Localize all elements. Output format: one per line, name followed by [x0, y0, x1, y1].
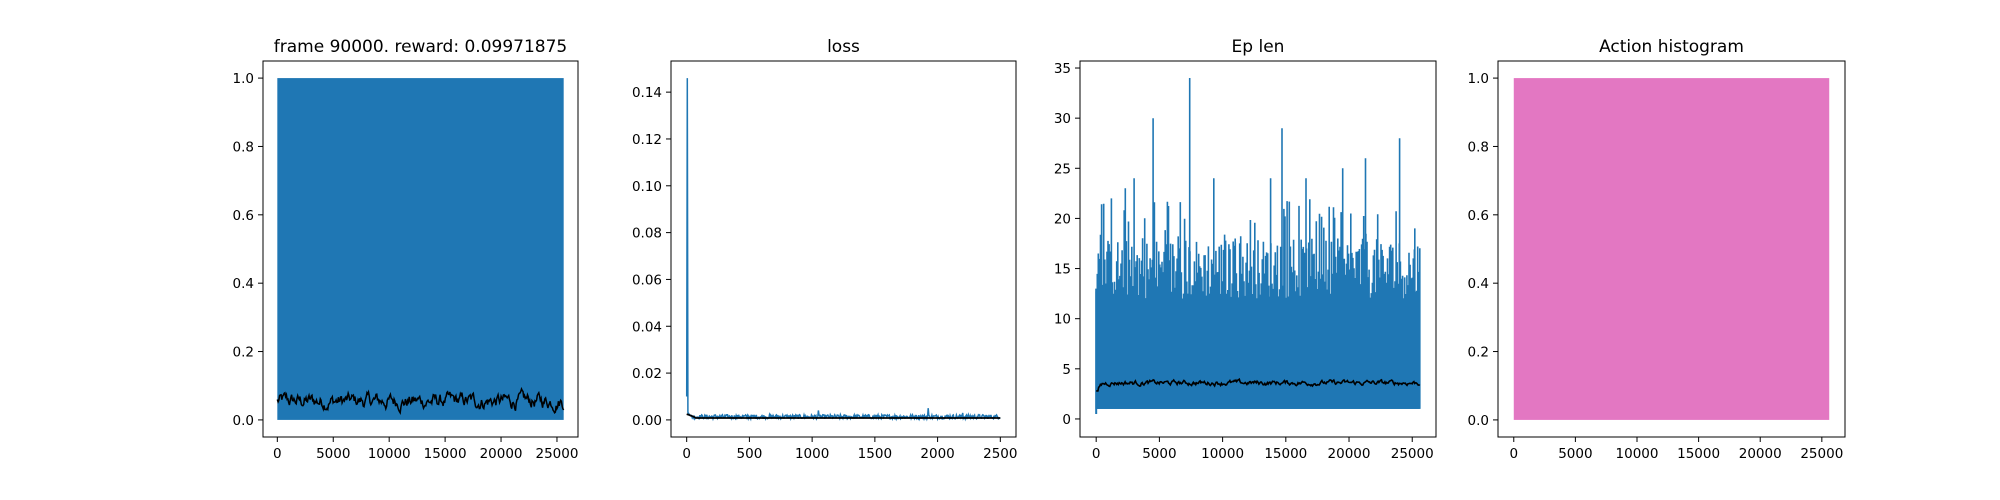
y-tick-label: 0.04 — [632, 319, 662, 335]
chart-title: frame 90000. reward: 0.09971875 — [274, 37, 567, 57]
plot-area — [685, 78, 1001, 422]
series-smoothed-loss — [686, 413, 1001, 419]
x-tick-label: 1500 — [858, 446, 892, 462]
axes-frame — [262, 60, 579, 438]
y-tick-label: 20 — [1054, 211, 1071, 227]
y-tick-label: 0.4 — [1468, 276, 1489, 292]
series-raw-loss — [685, 78, 1001, 422]
x-tick-label: 2500 — [983, 446, 1017, 462]
x-tick-label: 5000 — [1558, 446, 1592, 462]
y-tick-label: 0.00 — [632, 413, 662, 429]
series-raw-reward — [277, 78, 564, 420]
x-tick-label: 15000 — [424, 446, 467, 462]
x-tick-label: 25000 — [1391, 446, 1434, 462]
x-tick-label: 1000 — [795, 446, 829, 462]
x-tick-label: 10000 — [1201, 446, 1244, 462]
y-tick-label: 0.2 — [233, 345, 254, 361]
x-tick-label: 10000 — [368, 446, 411, 462]
y-tick-label: 15 — [1054, 262, 1071, 278]
y-tick-label: 0.2 — [1468, 345, 1489, 361]
series-raw-ep-len — [1095, 78, 1421, 409]
plot-area — [1095, 78, 1421, 414]
y-tick-label: 5 — [1062, 362, 1071, 378]
x-tick-label: 0 — [273, 446, 282, 462]
axes-frame — [670, 60, 1017, 438]
subplot-loss: loss 0 500 1000 1500 2000 2500 0.00 0.02 0.04 0.06… — [632, 37, 1018, 462]
x-tick-label: 0 — [1092, 446, 1101, 462]
plot-area — [1513, 78, 1830, 420]
y-tick-label: 0.06 — [632, 272, 662, 288]
subplot-reward: frame 90000. reward: 0.09971875 0 5000 1000… — [233, 37, 579, 462]
x-tick-label: 5000 — [316, 446, 350, 462]
x-tick-label: 15000 — [1677, 446, 1720, 462]
y-tick-label: 30 — [1054, 111, 1071, 127]
series-smoothed-reward — [276, 386, 565, 416]
axes-frame — [1497, 60, 1846, 438]
y-tick-label: 0.12 — [632, 132, 662, 148]
y-tick-label: 0.6 — [233, 208, 254, 224]
y-tick-label: 0.6 — [1468, 208, 1489, 224]
x-tick-label: 25000 — [1800, 446, 1843, 462]
y-tick-label: 25 — [1054, 161, 1071, 177]
y-tick-label: 0.0 — [233, 413, 254, 429]
subplot-action-histogram: Action histogram 0 5000 10000 15000 20000 2500… — [1468, 37, 1846, 462]
y-tick-label: 0.8 — [1468, 139, 1489, 155]
x-tick-label: 5000 — [1142, 446, 1176, 462]
y-tick-label: 0.0 — [1468, 413, 1489, 429]
x-tick-label: 20000 — [1739, 446, 1782, 462]
x-tick-label: 15000 — [1264, 446, 1307, 462]
plot-area — [276, 78, 565, 420]
histogram-fill — [1513, 78, 1830, 420]
axes-frame — [1079, 60, 1437, 438]
chart-title: Ep len — [1232, 37, 1285, 57]
x-tick-label: 2000 — [920, 446, 954, 462]
series-smoothed-ep-len — [1096, 377, 1421, 392]
x-tick-label: 0 — [682, 446, 691, 462]
x-tick-label: 25000 — [535, 446, 578, 462]
y-tick-label: 0.02 — [632, 366, 662, 382]
subplot-ep-len: Ep len 0 5000 10000 15000 20000 25000 0 5 10 15 20 2… — [1054, 37, 1437, 462]
y-tick-label: 0.4 — [233, 276, 254, 292]
y-tick-label: 0.08 — [632, 226, 662, 242]
y-tick-label: 1.0 — [233, 71, 254, 87]
y-tick-label: 0.10 — [632, 179, 662, 195]
y-tick-label: 35 — [1054, 61, 1071, 77]
y-tick-label: 10 — [1054, 312, 1071, 328]
x-tick-label: 0 — [1509, 446, 1518, 462]
y-tick-label: 0.14 — [632, 85, 662, 101]
chart-title: loss — [827, 37, 860, 57]
y-tick-label: 0.8 — [233, 139, 254, 155]
x-tick-label: 20000 — [480, 446, 523, 462]
chart-title: Action histogram — [1599, 37, 1744, 57]
x-tick-label: 500 — [737, 446, 763, 462]
x-tick-label: 20000 — [1328, 446, 1371, 462]
x-tick-label: 10000 — [1616, 446, 1659, 462]
y-tick-label: 0 — [1062, 412, 1071, 428]
y-tick-label: 1.0 — [1468, 71, 1489, 87]
